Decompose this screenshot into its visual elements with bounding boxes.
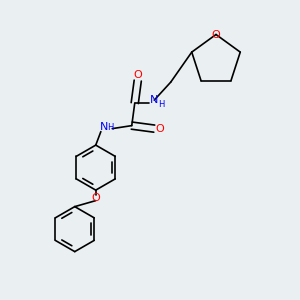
Text: N: N — [100, 122, 108, 132]
Text: N: N — [150, 95, 158, 105]
Text: H: H — [159, 100, 165, 109]
Text: O: O — [156, 124, 165, 134]
Text: O: O — [92, 193, 100, 202]
Text: O: O — [212, 29, 220, 40]
Text: O: O — [134, 70, 142, 80]
Text: H: H — [108, 123, 114, 132]
